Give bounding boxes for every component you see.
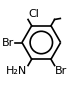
Text: Cl: Cl: [29, 9, 40, 19]
Text: H₂N: H₂N: [6, 66, 27, 76]
Text: Br: Br: [55, 66, 67, 76]
Text: Br: Br: [2, 37, 14, 48]
